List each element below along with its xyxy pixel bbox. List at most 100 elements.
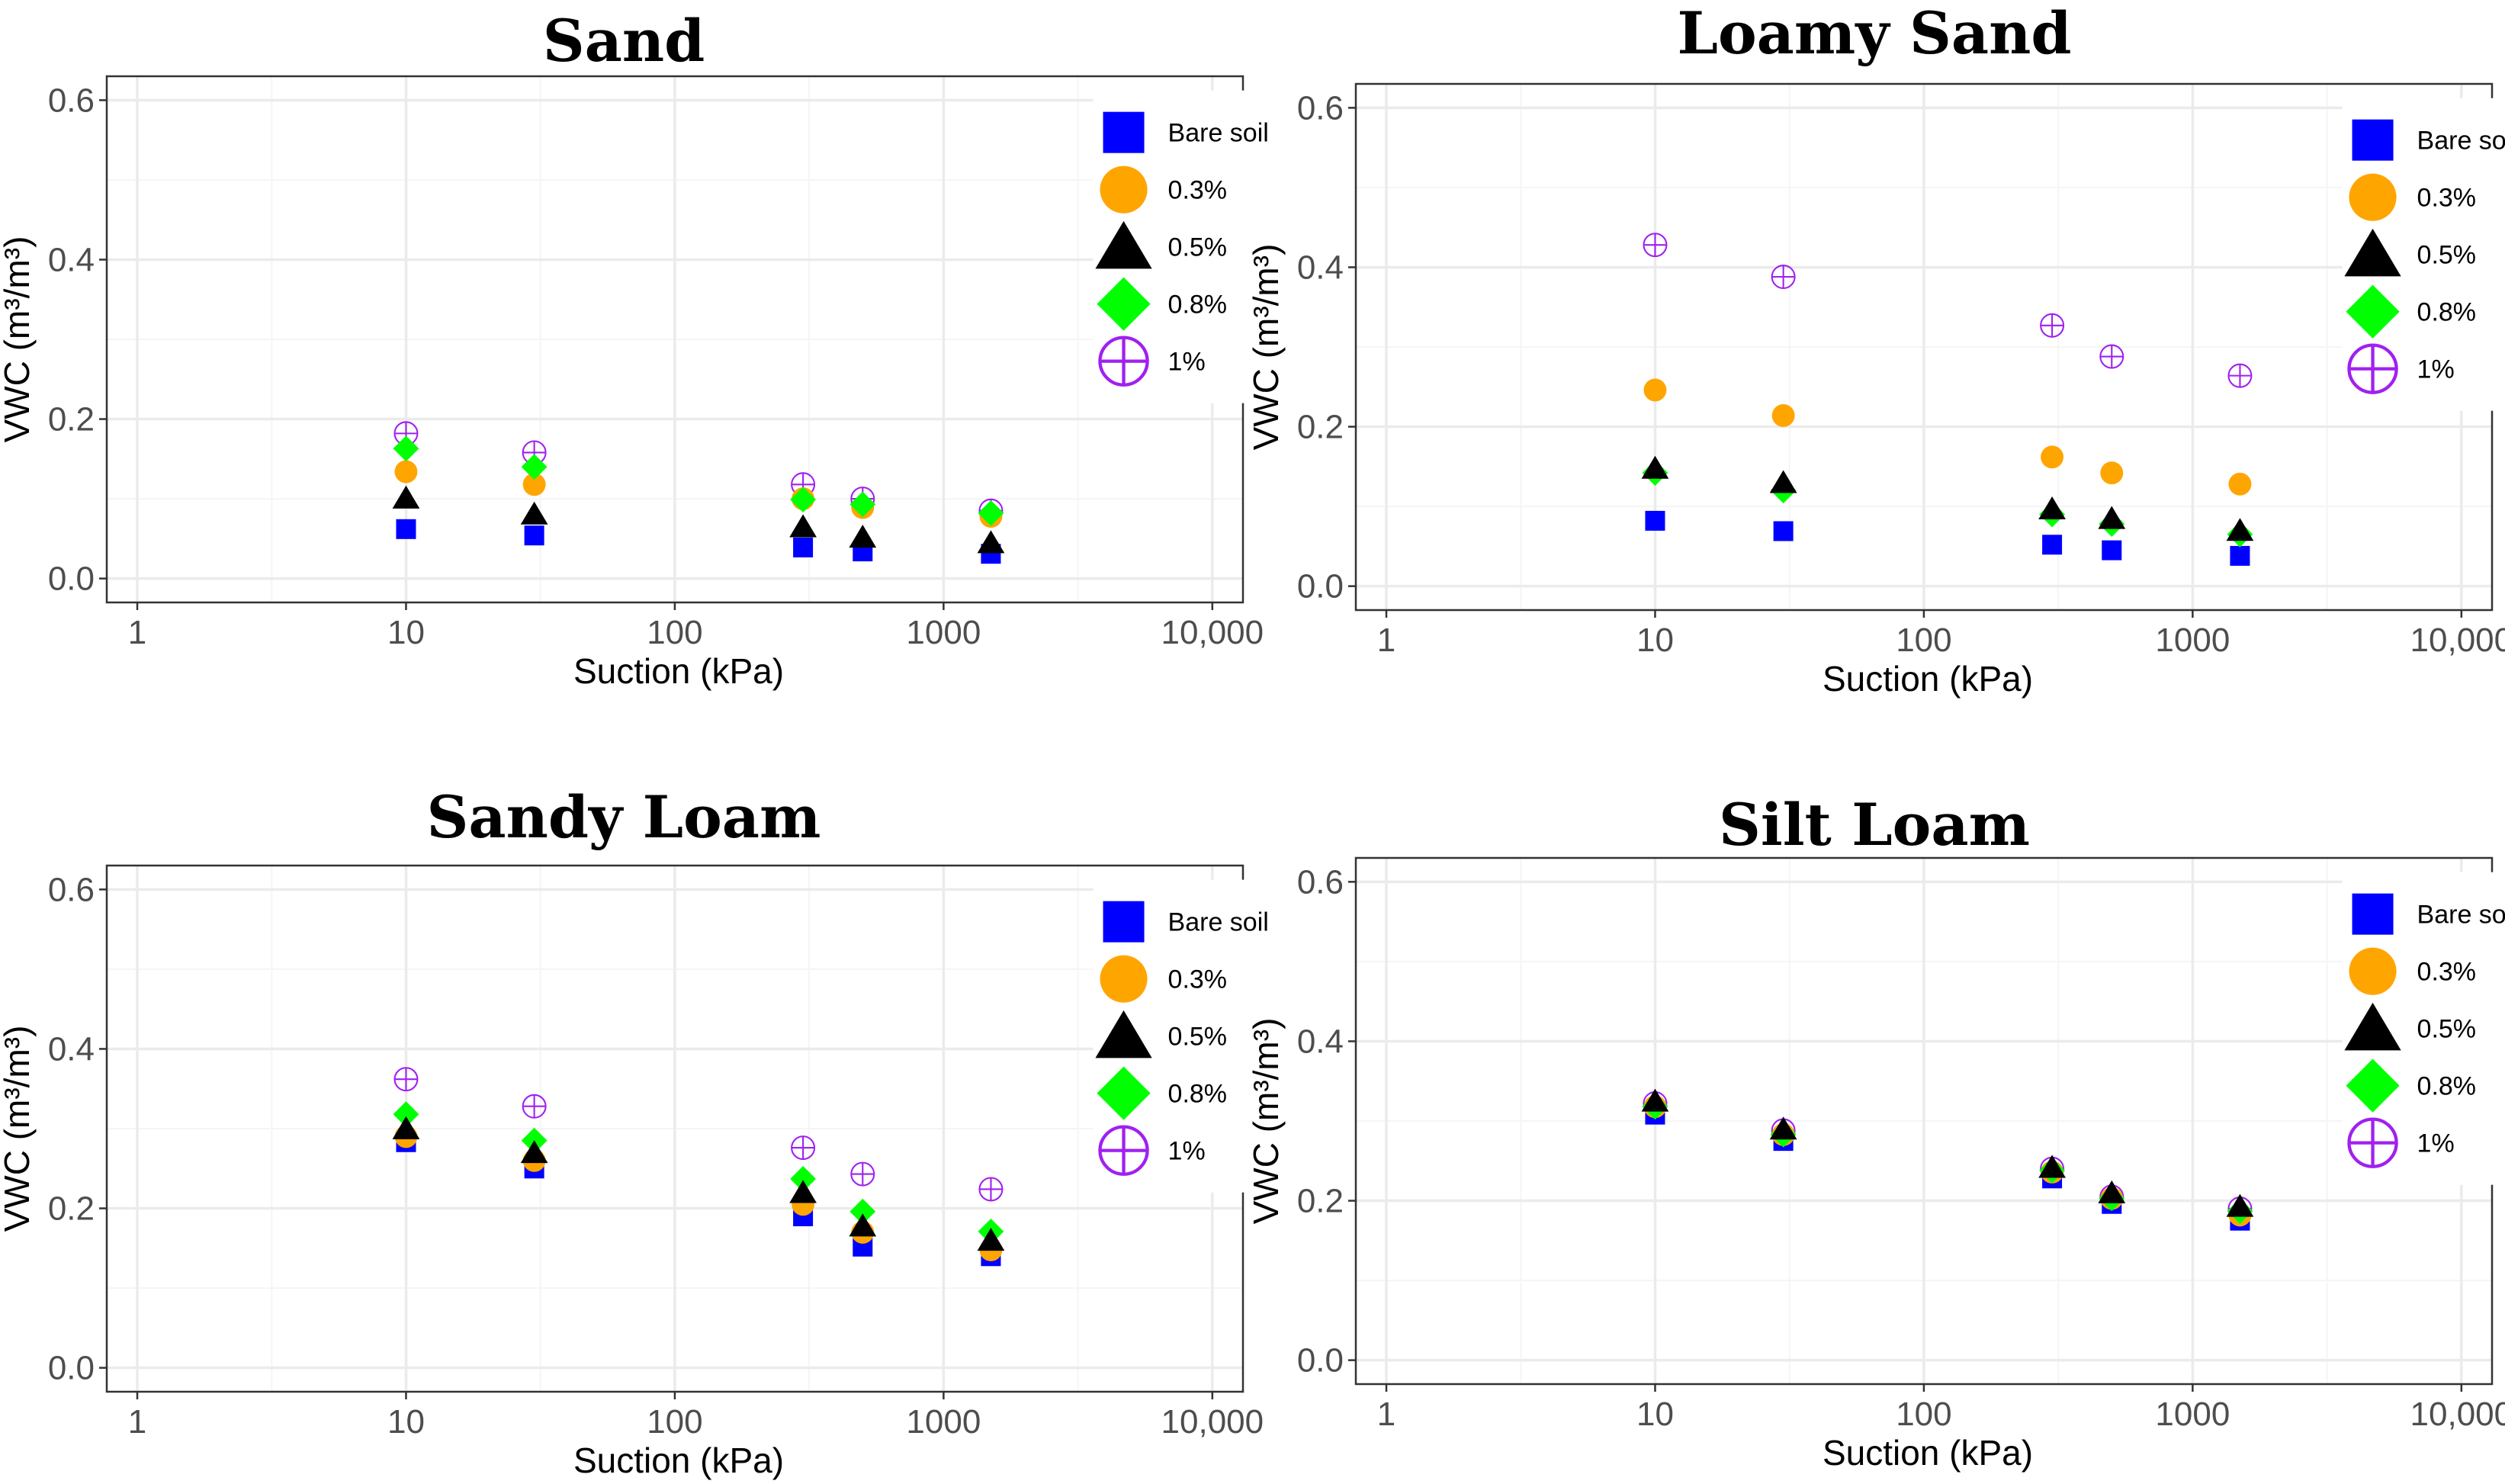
legend-label: 1% <box>1168 1137 1206 1166</box>
legend-label: 0.8% <box>1168 291 1228 320</box>
data-point <box>2227 363 2253 388</box>
series-0-5 <box>1641 1088 2254 1217</box>
legend-item-0-8: 0.8% <box>1097 277 1228 331</box>
series-0-5 <box>1641 455 2254 541</box>
data-point <box>2102 540 2122 561</box>
x-tick-label: 100 <box>1896 1396 1951 1433</box>
legend: Bare soil 0.3% 0.5% 0.8% 1% <box>1093 879 1299 1193</box>
data-point <box>522 1094 547 1119</box>
chart-panel-sandy-loam: 1 10 100 1000 10,000 0.0 0.2 0.4 0.6 Suction (kPa… <box>0 783 1299 1480</box>
legend-key <box>1103 901 1145 943</box>
data-point <box>392 1116 420 1139</box>
legend-item-bare-soil: Bare soil <box>1103 901 1269 943</box>
x-tick-label: 100 <box>647 1403 702 1441</box>
data-point <box>978 500 1004 526</box>
legend-item-1: 1% <box>2347 1117 2455 1168</box>
legend-label: 0.3% <box>1168 965 1228 994</box>
y-tick-label: 0.0 <box>48 1350 95 1387</box>
legend-label: Bare soil <box>1168 119 1269 148</box>
x-tick-label: 100 <box>647 614 702 651</box>
data-point <box>2226 518 2254 541</box>
y-axis-title: VWC (m³/m³) <box>0 236 37 443</box>
y-tick-label: 0.4 <box>1297 1023 1344 1060</box>
y-axis-title: VWC (m³/m³) <box>0 1026 37 1232</box>
legend-label: 0.5% <box>2417 241 2477 270</box>
series-1 <box>393 1067 1004 1202</box>
legend-key <box>2347 1117 2398 1168</box>
data-point <box>2042 535 2063 555</box>
legend-key <box>1095 220 1152 269</box>
data-point <box>849 1213 877 1237</box>
legend-item-0-5: 0.5% <box>1095 1010 1227 1058</box>
series-bare-soil <box>1645 510 2250 566</box>
legend-item-0-8: 0.8% <box>2346 284 2476 339</box>
legend: Bare soil 0.3% 0.5% 0.8% 1% <box>2342 98 2505 411</box>
y-tick-label: 0.2 <box>48 401 95 438</box>
x-axis-title: Suction (kPa) <box>1823 659 2033 699</box>
chart-title: Silt Loam <box>1719 791 2030 859</box>
data-point <box>2040 313 2065 338</box>
x-tick-label: 10 <box>1636 1396 1674 1433</box>
data-point <box>850 1161 875 1187</box>
y-tick-label: 0.6 <box>1297 863 1344 901</box>
data-point <box>392 485 420 509</box>
legend-key <box>1097 277 1151 331</box>
legend-key <box>1098 336 1149 387</box>
data-point <box>2038 1155 2066 1178</box>
legend-key <box>2347 343 2398 394</box>
legend-label: Bare soil <box>1168 908 1269 937</box>
series-1 <box>1643 233 2253 388</box>
legend-label: 0.5% <box>1168 233 1228 262</box>
series-0-5 <box>392 485 1005 554</box>
chart-panel-sand: 1 10 100 1000 10,000 0.0 0.2 0.4 0.6 Suction (kPa… <box>0 7 1299 691</box>
data-point <box>1769 470 1797 493</box>
data-point <box>393 435 419 462</box>
y-tick-label: 0.4 <box>48 241 95 278</box>
legend-item-0-8: 0.8% <box>1097 1066 1227 1120</box>
data-point <box>790 487 816 513</box>
legend-item-bare-soil: Bare soil <box>2352 893 2505 935</box>
legend-item-bare-soil: Bare soil <box>1103 111 1269 153</box>
x-tick-label: 10,000 <box>2410 622 2505 659</box>
data-point <box>977 1228 1005 1251</box>
legend-label: 0.5% <box>2417 1015 2477 1044</box>
data-point <box>2226 1193 2254 1217</box>
data-point <box>849 491 876 518</box>
legend-key <box>1097 1066 1151 1120</box>
data-point <box>393 1101 419 1128</box>
x-tick-label: 10,000 <box>1161 1403 1264 1441</box>
legend-label: Bare soil <box>2417 901 2505 930</box>
data-point <box>2098 506 2126 529</box>
legend-item-1: 1% <box>2347 343 2455 394</box>
data-point <box>793 537 814 557</box>
x-tick-label: 1 <box>128 614 146 651</box>
legend-key <box>2352 893 2394 935</box>
data-point <box>520 1140 548 1164</box>
y-tick-label: 0.0 <box>1297 1342 1344 1380</box>
y-axis-title: VWC (m³/m³) <box>1246 244 1286 451</box>
chart-title: Sandy Loam <box>427 783 821 851</box>
x-tick-label: 10 <box>1636 622 1674 659</box>
legend-item-0-8: 0.8% <box>2346 1058 2476 1113</box>
legend-label: 0.3% <box>2417 958 2477 987</box>
legend-label: 1% <box>1168 348 1206 377</box>
data-point <box>2099 344 2124 369</box>
legend-key <box>2346 284 2400 339</box>
data-point <box>977 530 1005 554</box>
series-0-8 <box>393 435 1004 526</box>
series-0-5 <box>392 1116 1005 1251</box>
data-point <box>2230 545 2250 566</box>
legend-item-0-3: 0.3% <box>1100 165 1227 214</box>
data-point <box>1771 403 1795 427</box>
y-tick-label: 0.6 <box>1297 89 1344 127</box>
x-tick-label: 1000 <box>2155 622 2230 659</box>
data-point <box>978 1177 1004 1202</box>
x-axis-title: Suction (kPa) <box>573 651 784 691</box>
y-tick-label: 0.0 <box>1297 568 1344 605</box>
legend-key <box>1103 111 1145 153</box>
data-point <box>791 1135 816 1161</box>
legend-item-1: 1% <box>1098 1125 1206 1176</box>
data-point <box>1643 378 1667 402</box>
x-tick-label: 1000 <box>906 1403 981 1441</box>
data-point <box>524 525 544 546</box>
